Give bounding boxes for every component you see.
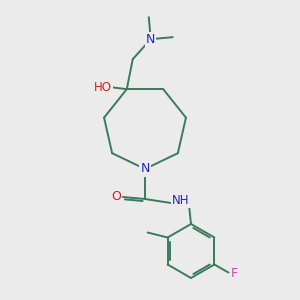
- Text: HO: HO: [94, 81, 112, 94]
- Text: N: N: [140, 163, 150, 176]
- Text: NH: NH: [172, 194, 190, 208]
- Text: N: N: [146, 33, 155, 46]
- Text: O: O: [111, 190, 121, 203]
- Text: F: F: [231, 267, 238, 280]
